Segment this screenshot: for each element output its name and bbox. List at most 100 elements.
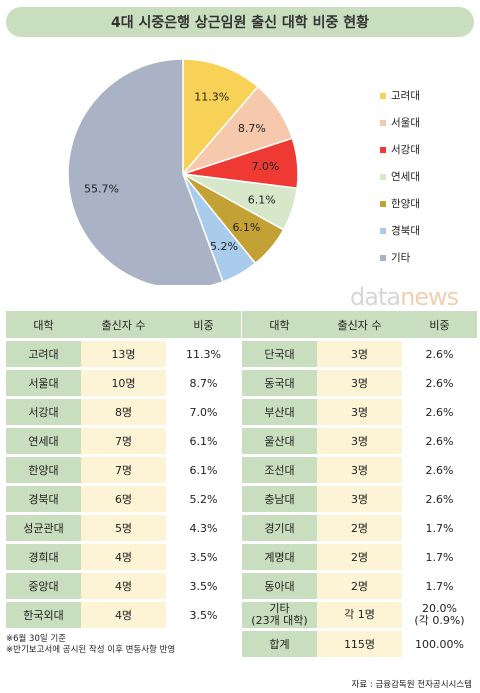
legend-label: 서울대 xyxy=(391,117,420,129)
legend-label: 연세대 xyxy=(391,171,420,183)
legend-item-6: 기타 xyxy=(380,244,475,271)
university-cell: 고려대 xyxy=(6,341,81,370)
pie-label-6: 55.7% xyxy=(84,183,119,196)
count-cell: 4명 xyxy=(81,573,166,602)
share-cell: 6.1% xyxy=(166,428,241,457)
university-cell: 경기대 xyxy=(242,515,317,544)
column-header: 대학 xyxy=(6,311,81,341)
university-cell: 조선대 xyxy=(242,457,317,486)
table-row: 고려대 13명 11.3% xyxy=(6,341,241,370)
university-cell: 서강대 xyxy=(6,399,81,428)
university-cell: 연세대 xyxy=(6,428,81,457)
university-cell: 성균관대 xyxy=(6,515,81,544)
university-cell: 충남대 xyxy=(242,486,317,515)
legend-item-0: 고려대 xyxy=(380,82,475,109)
count-cell: 2명 xyxy=(317,544,402,573)
watermark-part1: data xyxy=(350,283,401,311)
share-cell: 3.5% xyxy=(166,573,241,602)
table-row: 동국대 3명 2.6% xyxy=(242,370,477,399)
count-cell: 8명 xyxy=(81,399,166,428)
count-cell: 4명 xyxy=(81,544,166,573)
table-row: 경희대 4명 3.5% xyxy=(6,544,241,573)
legend-item-5: 경북대 xyxy=(380,217,475,244)
count-cell: 7명 xyxy=(81,457,166,486)
legend-label: 고려대 xyxy=(391,90,420,102)
count-cell: 6명 xyxy=(81,486,166,515)
legend-swatch xyxy=(380,200,386,207)
legend-swatch xyxy=(380,173,386,180)
count-cell: 4명 xyxy=(81,602,166,631)
table-row: 경기대 2명 1.7% xyxy=(242,515,477,544)
share-cell: 1.7% xyxy=(402,515,477,544)
count-cell: 13명 xyxy=(81,341,166,370)
pie-label-0: 11.3% xyxy=(194,90,229,103)
table-row: 단국대 3명 2.6% xyxy=(242,341,477,370)
table-row: 충남대 3명 2.6% xyxy=(242,486,477,515)
count-cell: 3명 xyxy=(317,428,402,457)
table-row: 한양대 7명 6.1% xyxy=(6,457,241,486)
table-row: 울산대 3명 2.6% xyxy=(242,428,477,457)
share-cell: 2.6% xyxy=(402,457,477,486)
pie-label-1: 8.7% xyxy=(238,122,266,135)
table-row: 계명대 2명 1.7% xyxy=(242,544,477,573)
legend-item-3: 연세대 xyxy=(380,163,475,190)
table-row: 서울대 10명 8.7% xyxy=(6,370,241,399)
other-row: 기타 (23개 대학) 각 1명 20.0% (각 0.9%) xyxy=(242,602,477,631)
university-cell: 동아대 xyxy=(242,573,317,602)
table-row: 연세대 7명 6.1% xyxy=(6,428,241,457)
notes: ※6월 30일 기준 ※반기보고서에 공시된 작성 이후 변동사항 반영 xyxy=(6,634,175,656)
count-cell: 3명 xyxy=(317,370,402,399)
pie-label-3: 6.1% xyxy=(248,194,276,207)
legend-label: 기타 xyxy=(391,252,411,264)
table-row: 경북대 6명 5.2% xyxy=(6,486,241,515)
total-count-cell: 115명 xyxy=(317,631,402,660)
share-cell: 2.6% xyxy=(402,370,477,399)
pie-slice-6 xyxy=(67,58,224,285)
pie-slice-0 xyxy=(182,58,259,177)
table-row: 조선대 3명 2.6% xyxy=(242,457,477,486)
legend-label: 한양대 xyxy=(391,198,420,210)
share-cell: 20.0% (각 0.9%) xyxy=(402,602,477,631)
note-report: ※반기보고서에 공시된 작성 이후 변동사항 반영 xyxy=(6,645,176,655)
table-row: 중앙대 4명 3.5% xyxy=(6,573,241,602)
legend-item-2: 서강대 xyxy=(380,136,475,163)
column-header: 출신자 수 xyxy=(317,311,402,341)
count-cell: 5명 xyxy=(81,515,166,544)
count-cell: 3명 xyxy=(317,341,402,370)
count-cell: 10명 xyxy=(81,370,166,399)
count-cell: 3명 xyxy=(317,486,402,515)
share-cell: 7.0% xyxy=(166,399,241,428)
legend-swatch xyxy=(380,119,386,126)
table-row: 부산대 3명 2.6% xyxy=(242,399,477,428)
total-share-cell: 100.00% xyxy=(402,631,477,660)
watermark-part2: news xyxy=(400,283,459,311)
share-cell: 6.1% xyxy=(166,457,241,486)
count-cell: 3명 xyxy=(317,399,402,428)
share-cell: 1.7% xyxy=(402,544,477,573)
share-cell: 3.5% xyxy=(166,602,241,631)
source-credit: 자료 : 금융감독원 전자공시시스템 xyxy=(351,680,472,690)
table-row: 동아대 2명 1.7% xyxy=(242,573,477,602)
legend-item-4: 한양대 xyxy=(380,190,475,217)
legend-item-1: 서울대 xyxy=(380,109,475,136)
share-cell: 2.6% xyxy=(402,399,477,428)
university-cell: 서울대 xyxy=(6,370,81,399)
share-cell: 2.6% xyxy=(402,428,477,457)
pie-label-5: 5.2% xyxy=(210,240,238,253)
count-cell: 2명 xyxy=(317,573,402,602)
share-cell: 3.5% xyxy=(166,544,241,573)
table-row: 한국외대 4명 3.5% xyxy=(6,602,241,631)
university-cell: 한국외대 xyxy=(6,602,81,631)
share-cell: 5.2% xyxy=(166,486,241,515)
table-header-row: 대학 출신자 수 비중 xyxy=(242,311,477,341)
column-header: 출신자 수 xyxy=(81,311,166,341)
count-cell: 7명 xyxy=(81,428,166,457)
university-cell: 울산대 xyxy=(242,428,317,457)
watermark-logo: datanews xyxy=(350,283,459,311)
share-cell: 1.7% xyxy=(402,573,477,602)
university-cell: 동국대 xyxy=(242,370,317,399)
total-row: 합계 115명 100.00% xyxy=(242,631,477,660)
legend-swatch xyxy=(380,146,386,153)
count-cell: 2명 xyxy=(317,515,402,544)
share-cell: 8.7% xyxy=(166,370,241,399)
